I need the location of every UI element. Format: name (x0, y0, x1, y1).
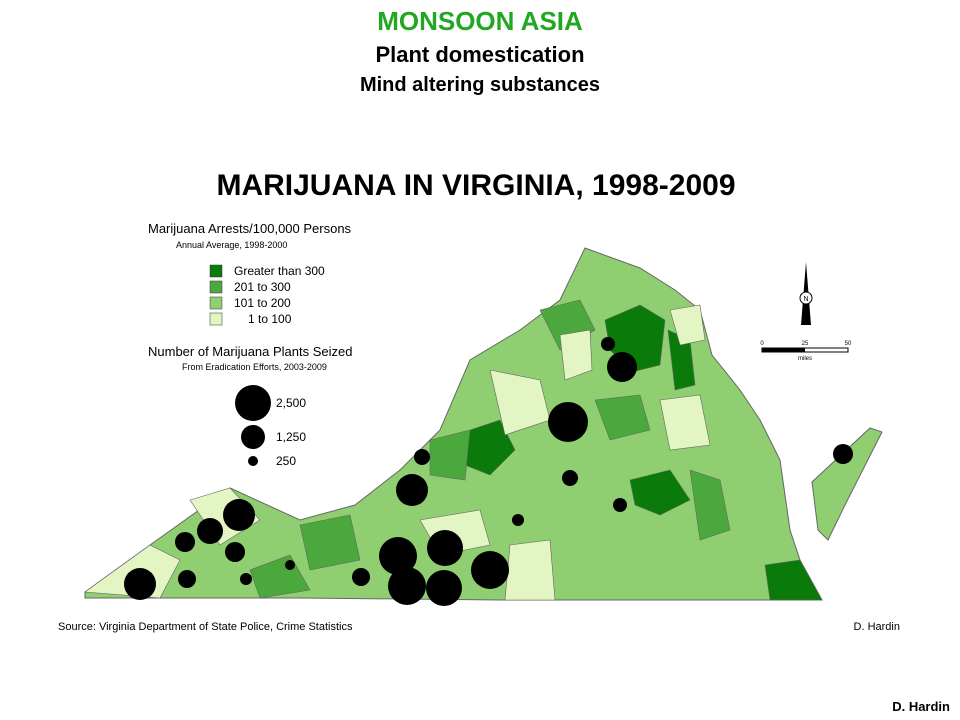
symbol (471, 551, 509, 589)
north-label: N (803, 296, 808, 303)
title: MONSOON ASIA (377, 6, 583, 36)
symbol (396, 474, 428, 506)
county (429, 429, 471, 481)
scale-bar (762, 348, 805, 352)
legend-subtitle: From Eradication Efforts, 2003-2009 (182, 362, 327, 372)
source: Source: Virginia Department of State Pol… (58, 621, 353, 633)
legend-label: 1,250 (276, 430, 306, 444)
symbol (601, 337, 615, 351)
legend-label: 101 to 200 (234, 296, 291, 310)
symbol (223, 499, 255, 531)
symbol (426, 570, 462, 606)
county (504, 539, 556, 601)
county (689, 469, 731, 541)
symbol (285, 560, 295, 570)
legend-symbol (235, 385, 271, 421)
legend-symbol (248, 456, 258, 466)
legend-swatch (209, 312, 223, 326)
symbol (548, 402, 588, 442)
symbol (562, 470, 578, 486)
symbol (124, 568, 156, 600)
legend-label: Greater than 300 (234, 264, 325, 278)
legend-symbol (241, 425, 265, 449)
scale-label: 0 (760, 341, 764, 347)
county (594, 394, 651, 441)
legend-subtitle: Annual Average, 1998-2000 (176, 240, 287, 250)
legend-label: 1 to 100 (248, 312, 292, 326)
subtitle: Plant domestication (375, 42, 585, 67)
scale-label: 25 (802, 341, 809, 347)
north-arrow (799, 291, 813, 305)
county (659, 394, 711, 451)
legend-label: 2,500 (276, 396, 306, 410)
eastern-shore (811, 427, 883, 541)
legend-label: 250 (276, 454, 296, 468)
symbol (427, 530, 463, 566)
symbol (388, 567, 426, 605)
symbol (379, 537, 417, 575)
county (559, 329, 593, 381)
legend-title: Number of Marijuana Plants Seized (148, 344, 353, 359)
county (669, 304, 706, 346)
footer-credit: D. Hardin (892, 699, 950, 714)
state (84, 247, 883, 601)
symbol (178, 570, 196, 588)
symbol (512, 514, 524, 526)
symbol (613, 498, 627, 512)
symbol (240, 573, 252, 585)
symbol (414, 449, 430, 465)
symbols (124, 337, 853, 606)
legend-swatch (209, 280, 223, 294)
scale-label: 50 (845, 341, 852, 347)
county (299, 514, 361, 571)
county (764, 559, 823, 601)
symbol (352, 568, 370, 586)
legend-swatch (209, 296, 223, 310)
legend-label: 201 to 300 (234, 280, 291, 294)
subtitle: Mind altering substances (359, 74, 601, 96)
credit: D. Hardin (854, 621, 900, 633)
symbol (833, 444, 853, 464)
symbol (197, 518, 223, 544)
scale-unit: miles (798, 356, 812, 362)
symbol (175, 532, 195, 552)
map-title: MARIJUANA IN VIRGINIA, 1998-2009 (216, 169, 735, 202)
legend-title: Marijuana Arrests/100,000 Persons (148, 221, 352, 236)
symbol (225, 542, 245, 562)
county (249, 554, 311, 599)
county (629, 469, 691, 516)
symbol (607, 352, 637, 382)
legend-swatch (209, 264, 223, 278)
